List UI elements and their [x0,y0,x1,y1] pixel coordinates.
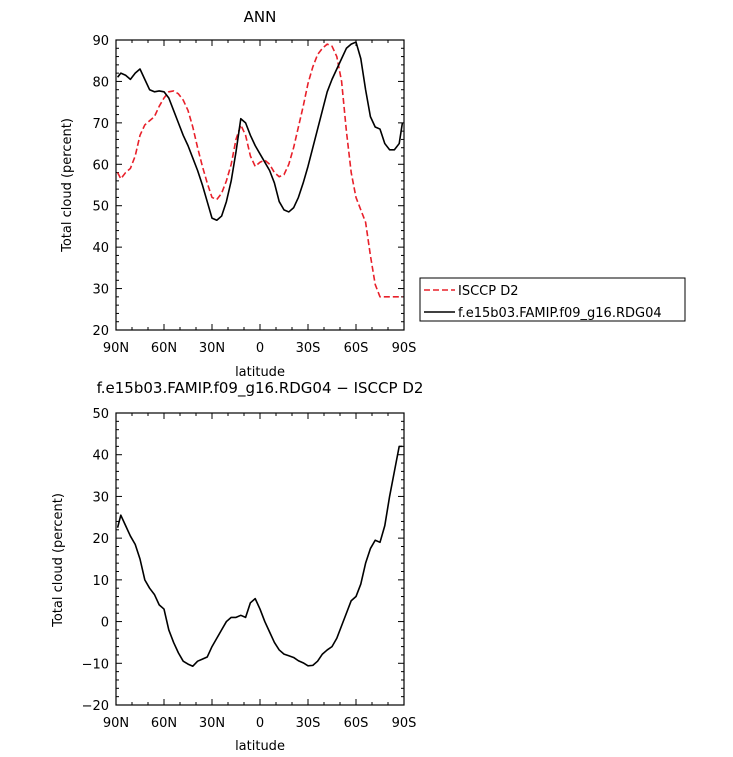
x-tick-label: 60N [151,341,177,356]
y-tick-label: 30 [92,283,109,298]
x-tick-label: 0 [256,716,264,731]
top-panel-ticks: 90N 60N 30N 0 30S 60S 90S 20 30 40 50 60 70 80 90 [92,34,416,356]
x-tick-label: 30S [296,716,321,731]
x-tick-label: 90S [392,341,417,356]
bottom-panel-ticks: 90N 60N 30N 0 30S 60S 90S −20 −10 0 10 20 30 40 50 [82,407,417,731]
y-tick-label: 50 [92,407,109,422]
x-tick-label: 30N [199,341,225,356]
y-tick-label: −20 [82,699,109,714]
top-panel-title: ANN [244,8,277,26]
x-tick-label: 0 [256,341,264,356]
y-tick-label: 60 [92,158,109,173]
model-line [116,41,404,222]
y-tick-label: 90 [92,34,109,49]
bottom-panel-series [116,445,403,668]
bottom-panel: f.e15b03.FAMIP.f09_g16.RDG04 − ISCCP D2 … [51,379,423,754]
y-tick-label: 10 [92,574,109,589]
x-tick-label: 90S [392,716,417,731]
x-tick-label: 30N [199,716,225,731]
legend-label-isccp: ISCCP D2 [458,284,519,299]
legend-label-model: f.e15b03.FAMIP.f09_g16.RDG04 [458,306,662,321]
isccp-d2-line [116,43,403,298]
x-tick-label: 90N [103,341,129,356]
bottom-panel-x-axis-label: latitude [235,739,285,754]
x-tick-label: 30S [296,341,321,356]
bottom-panel-frame [115,412,405,706]
legend: ISCCP D2 f.e15b03.FAMIP.f09_g16.RDG04 [419,277,686,322]
y-tick-label: 80 [92,75,109,90]
top-panel-frame [115,39,405,331]
top-panel-x-axis-label: latitude [235,365,285,380]
y-tick-label: 70 [92,117,109,132]
top-panel-y-axis-label: Total cloud (percent) [60,118,75,253]
y-tick-label: 20 [92,532,109,547]
y-tick-label: 30 [92,490,109,505]
bottom-panel-title: f.e15b03.FAMIP.f09_g16.RDG04 − ISCCP D2 [97,379,424,398]
x-tick-label: 60N [151,716,177,731]
y-tick-label: 20 [92,324,109,339]
x-tick-label: 90N [103,716,129,731]
y-tick-label: 40 [92,449,109,464]
bottom-panel-y-axis-label: Total cloud (percent) [51,493,66,628]
top-panel-series [116,41,404,298]
y-tick-label: 0 [101,616,109,631]
y-tick-label: −10 [82,657,109,672]
top-panel: ANN Total cloud (percent) latitude 90N 60… [60,8,416,380]
y-tick-label: 50 [92,200,109,215]
y-tick-label: 40 [92,241,109,256]
x-tick-label: 60S [344,716,369,731]
x-tick-label: 60S [344,341,369,356]
legend-box [419,277,686,322]
model-line [116,445,403,668]
